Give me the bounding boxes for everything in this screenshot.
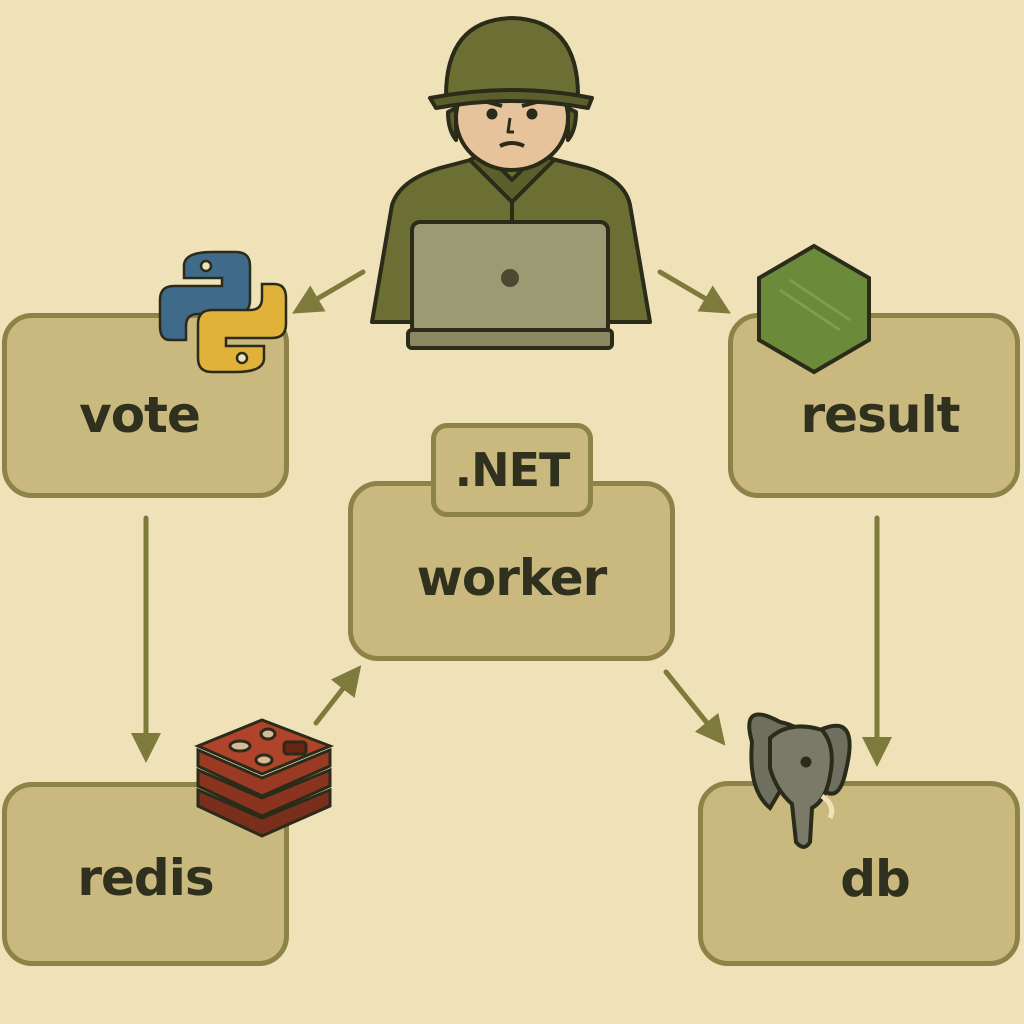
db-service-node: db — [698, 781, 1020, 966]
worker-service-node: worker — [348, 481, 675, 661]
vote-service-node: vote — [2, 313, 289, 498]
soldier-with-laptop-icon — [370, 16, 652, 350]
dotnet-tag-label: .NET — [454, 443, 571, 497]
result-label: result — [800, 385, 961, 444]
redis-label: redis — [77, 849, 214, 907]
vote-label: vote — [79, 385, 201, 444]
arrow-user-to-result — [657, 269, 731, 314]
arrow-worker-to-db — [663, 669, 726, 746]
worker-label: worker — [416, 549, 608, 607]
arrow-user-to-vote — [292, 269, 366, 314]
redis-service-node: redis — [2, 782, 289, 966]
arrow-redis-to-worker — [313, 665, 362, 726]
result-service-node: result — [728, 313, 1020, 498]
db-label: db — [840, 849, 911, 908]
dotnet-tag: .NET — [431, 423, 593, 517]
